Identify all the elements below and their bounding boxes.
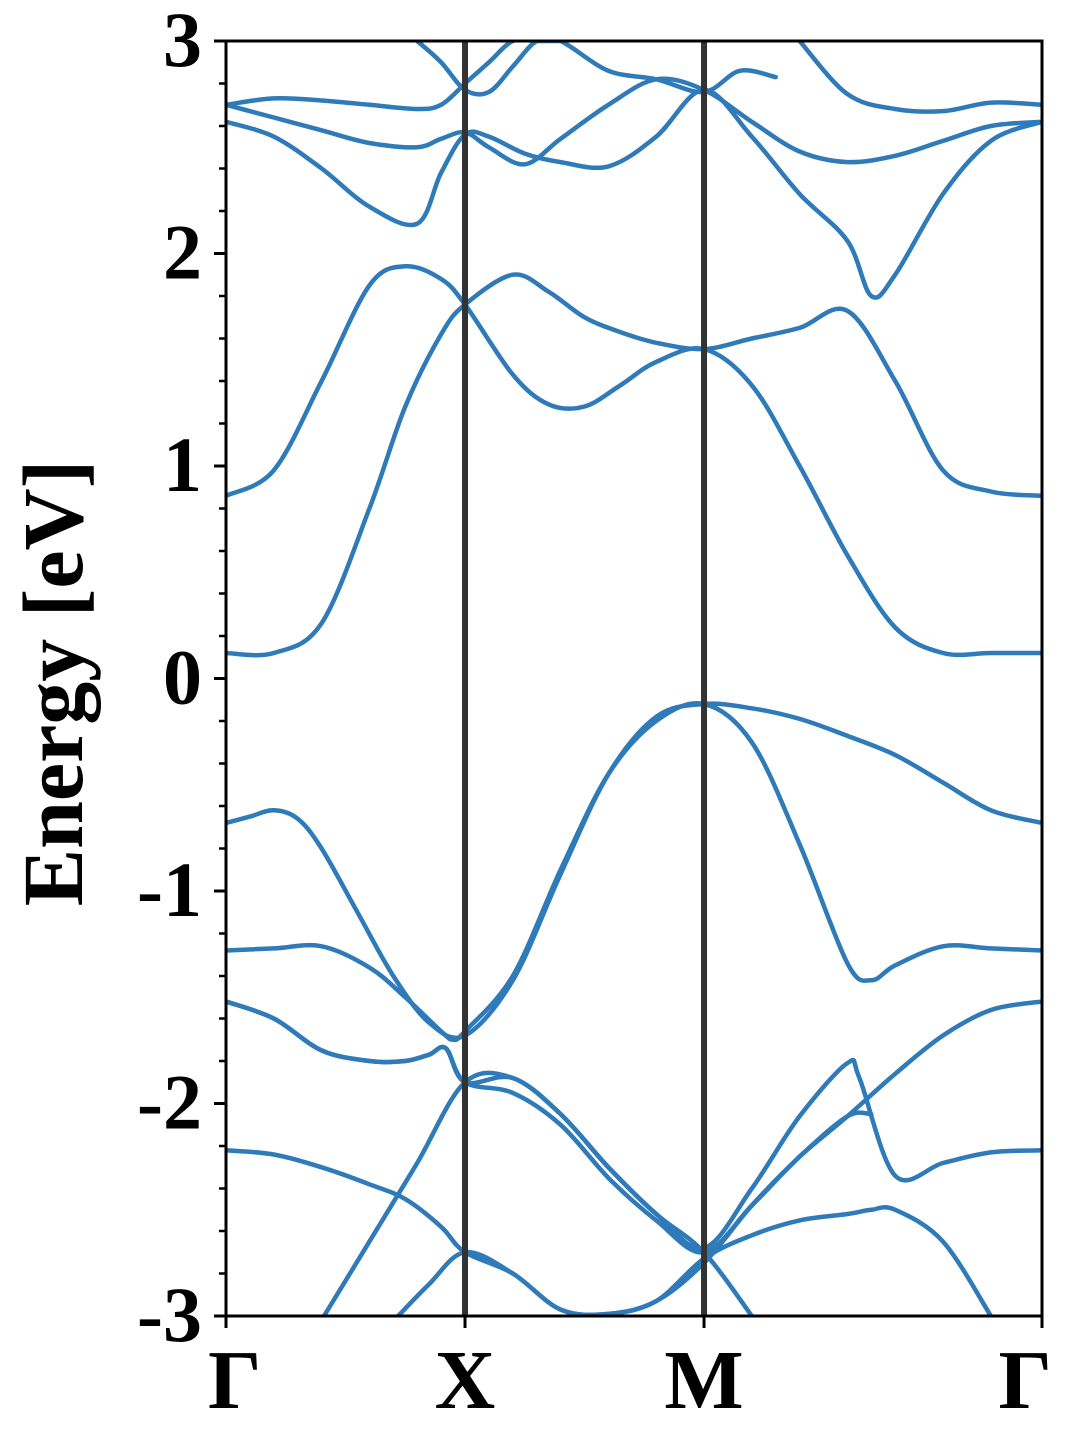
y-tick-label: 1 — [163, 421, 202, 508]
x-tick-label: M — [664, 1334, 743, 1427]
band-line-6 — [414, 41, 778, 97]
band-line-7 — [462, 41, 563, 86]
band-line-1 — [226, 272, 1042, 658]
x-tick-label: Γ — [208, 1334, 261, 1427]
y-tick-label: -2 — [137, 1059, 202, 1146]
band-line-12 — [226, 999, 1042, 1251]
y-tick-label: 0 — [163, 634, 202, 721]
x-tick-label: X — [435, 1334, 496, 1427]
band-line-2 — [226, 264, 1042, 658]
y-axis-label: Energy [eV] — [5, 460, 101, 907]
band-lines — [226, 41, 1042, 1316]
y-tick-label: 3 — [163, 0, 202, 83]
y-tick-label: -1 — [137, 846, 202, 933]
y-tick-label: 2 — [163, 209, 202, 296]
band-line-14 — [321, 1070, 755, 1316]
x-tick-label: Γ — [999, 1334, 1052, 1427]
band-line-3 — [226, 87, 1042, 300]
band-line-9 — [226, 701, 1042, 1041]
y-axis: -3 -2 -1 0 1 2 3 — [137, 0, 226, 1358]
band-line-15 — [395, 1110, 874, 1316]
high-symmetry-dividers — [462, 41, 708, 1316]
band-line-8 — [797, 41, 1042, 114]
band-line-10 — [226, 700, 1042, 1043]
y-tick-label: -3 — [137, 1271, 202, 1358]
band-line-5 — [226, 81, 468, 112]
band-line-11 — [226, 999, 1042, 1255]
band-line-4 — [226, 76, 1042, 167]
